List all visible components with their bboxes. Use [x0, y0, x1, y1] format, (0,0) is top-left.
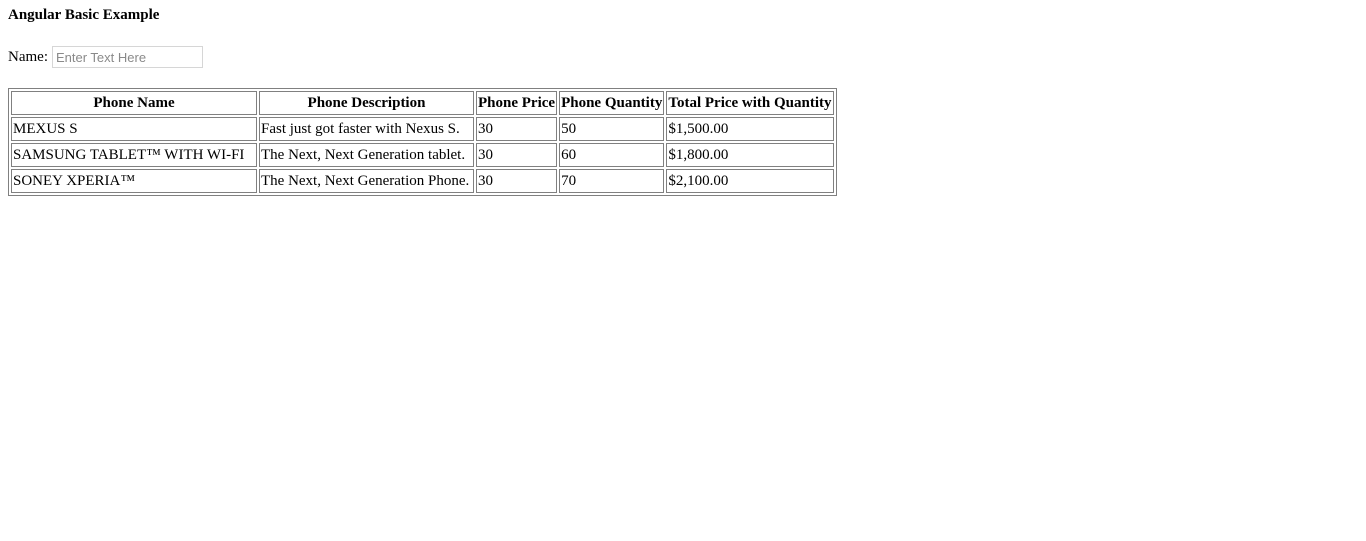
name-form-row: Name: — [8, 46, 203, 68]
header-phone-price: Phone Price — [476, 91, 558, 115]
page-title: Angular Basic Example — [8, 7, 160, 23]
cell-total-price: $1,800.00 — [666, 143, 834, 167]
cell-phone-quantity: 50 — [559, 117, 665, 141]
cell-phone-name: SONEY XPERIA™ — [11, 169, 257, 193]
header-total-price: Total Price with Quantity — [666, 91, 834, 115]
cell-phone-description: The Next, Next Generation tablet. — [259, 143, 474, 167]
cell-phone-name: MEXUS S — [11, 117, 257, 141]
cell-phone-price: 30 — [476, 143, 558, 167]
table-row: MEXUS S Fast just got faster with Nexus … — [11, 117, 834, 141]
name-input[interactable] — [51, 46, 203, 68]
cell-phone-price: 30 — [476, 169, 558, 193]
header-phone-name: Phone Name — [11, 91, 257, 115]
cell-total-price: $1,500.00 — [666, 117, 834, 141]
cell-phone-name: SAMSUNG TABLET™ WITH WI-FI — [11, 143, 257, 167]
cell-phone-price: 30 — [476, 117, 558, 141]
cell-phone-description: Fast just got faster with Nexus S. — [259, 117, 474, 141]
cell-total-price: $2,100.00 — [666, 169, 834, 193]
cell-phone-quantity: 70 — [559, 169, 665, 193]
table-row: SAMSUNG TABLET™ WITH WI-FI The Next, Nex… — [11, 143, 834, 167]
header-phone-quantity: Phone Quantity — [559, 91, 665, 115]
phones-table: Phone Name Phone Description Phone Price… — [8, 88, 837, 196]
header-phone-description: Phone Description — [259, 91, 474, 115]
table-row: SONEY XPERIA™ The Next, Next Generation … — [11, 169, 834, 193]
cell-phone-description: The Next, Next Generation Phone. — [259, 169, 474, 193]
table-header-row: Phone Name Phone Description Phone Price… — [11, 91, 834, 115]
phones-table-container: Phone Name Phone Description Phone Price… — [8, 88, 837, 196]
name-label: Name: — [8, 48, 48, 65]
cell-phone-quantity: 60 — [559, 143, 665, 167]
